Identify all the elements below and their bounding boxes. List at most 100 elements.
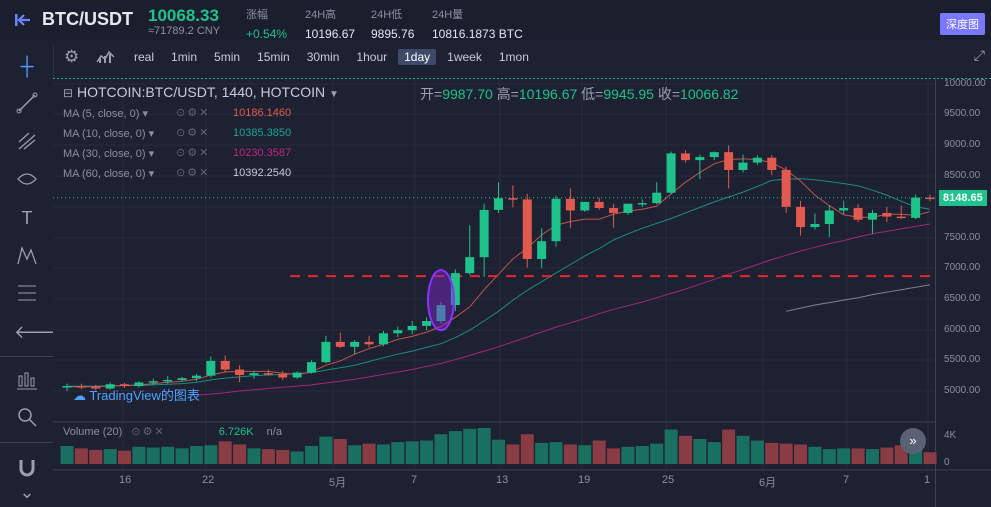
ma-controls-icon[interactable]: ⊙⚙✕ — [176, 107, 211, 119]
arrow-left-icon[interactable]: 🡐 — [14, 322, 63, 342]
gear-icon[interactable]: ⚙ — [64, 47, 80, 66]
volume-label: Volume (20) — [63, 426, 123, 438]
cloud-icon: ☁ — [73, 388, 86, 403]
ma-controls-icon[interactable]: ⊙⚙✕ — [176, 147, 211, 159]
candle-body — [263, 373, 273, 375]
pitchfork-icon[interactable] — [14, 130, 40, 154]
interval-1hour[interactable]: 1hour — [356, 50, 388, 64]
interval-list: real 1min 5min 15min 30min 1hour 1day 1week 1mon — [128, 48, 540, 66]
volume-bar — [707, 442, 721, 464]
candle-body — [494, 198, 503, 210]
price-chart[interactable] — [53, 78, 991, 507]
volume-bar — [175, 448, 189, 464]
zoom-icon[interactable] — [14, 406, 40, 430]
pair-title: BTC/USDT — [42, 9, 133, 29]
pattern-icon[interactable] — [14, 244, 40, 268]
volume-controls-icon[interactable]: ⊙⚙✕ — [131, 426, 166, 438]
candle-body — [148, 381, 158, 383]
interval-1mon[interactable]: 1mon — [498, 50, 529, 64]
volume-bar — [664, 429, 678, 464]
time-tick: 6月 — [759, 477, 777, 489]
ma-controls-icon[interactable]: ⊙⚙✕ — [176, 167, 211, 179]
volume-value: 10816.1873 BTC — [432, 27, 523, 41]
price-tick: 6000.00 — [944, 324, 981, 335]
collapse-icon[interactable]: ⊟ — [63, 86, 74, 100]
volume-bar — [678, 435, 692, 464]
candle-body — [422, 321, 432, 326]
time-tick: 25 — [662, 474, 675, 486]
price-tick: 9000.00 — [944, 139, 981, 150]
interval-1day[interactable]: 1day — [398, 49, 437, 65]
candle-body — [810, 223, 820, 228]
candle-body — [407, 325, 417, 331]
ma30-legend[interactable]: MA (30, close, 0) ▾ ⊙⚙✕ 10230.3587 — [63, 147, 292, 160]
volume-bar — [189, 446, 203, 464]
drawing-toolbar: ┼ T 🡐 ⌄ — [0, 44, 63, 507]
interval-5min[interactable]: 5min — [214, 50, 241, 64]
interval-real[interactable]: real — [134, 50, 155, 64]
volume-bar — [319, 436, 333, 464]
time-tick: 5月 — [329, 477, 347, 489]
high-label: 高= — [496, 86, 519, 102]
candle-body — [537, 241, 547, 259]
low-value: 9945.95 — [603, 86, 654, 102]
volume-bar — [420, 440, 434, 464]
candle-body — [522, 199, 532, 259]
chevron-down-icon[interactable]: ▼ — [329, 89, 339, 100]
ma-label: MA (60, close, 0) — [63, 168, 146, 180]
time-tick: 7 — [843, 474, 850, 486]
fib-icon[interactable] — [14, 282, 40, 306]
volume-bar — [750, 440, 764, 464]
volume-bar — [794, 444, 808, 464]
trendline-icon[interactable] — [14, 92, 40, 116]
volume-bar — [549, 442, 563, 464]
candle-body — [695, 157, 705, 161]
candle-body — [709, 152, 719, 158]
depth-chart-button[interactable]: 深度图 — [940, 13, 985, 35]
chevron-down-icon[interactable]: ⌄ — [19, 482, 35, 502]
candle-body — [911, 197, 921, 218]
interval-15min[interactable]: 15min — [257, 50, 290, 64]
volume-bar — [362, 443, 376, 464]
fullscreen-icon[interactable]: ⤢ — [973, 47, 985, 63]
back-arrow-icon[interactable] — [14, 12, 34, 28]
indicators-icon[interactable] — [96, 48, 116, 64]
candle-body — [925, 197, 935, 200]
candle-body — [609, 208, 619, 213]
volume-bar — [161, 446, 175, 464]
price-tick: 7500.00 — [944, 232, 981, 243]
high-label: 24H高 — [305, 9, 337, 21]
ma10-legend[interactable]: MA (10, close, 0) ▾ ⊙⚙✕ 10385.3850 — [63, 127, 292, 140]
shape-icon[interactable] — [14, 168, 40, 192]
scroll-to-latest-button[interactable]: » — [900, 428, 926, 454]
text-tool-icon[interactable]: T — [21, 208, 33, 228]
magnet-icon[interactable] — [14, 456, 40, 480]
candle-body — [278, 373, 288, 378]
time-tick: 22 — [202, 474, 215, 486]
tradingview-watermark[interactable]: ☁ TradingView的图表 — [73, 385, 200, 404]
candle-body — [120, 384, 130, 387]
interval-30min[interactable]: 30min — [306, 50, 340, 64]
interval-1min[interactable]: 1min — [171, 50, 198, 64]
measure-icon[interactable] — [14, 370, 40, 394]
ma-controls-icon[interactable]: ⊙⚙✕ — [176, 127, 211, 139]
ma-value: 10392.2540 — [233, 167, 292, 179]
time-tick: 1 — [924, 474, 931, 486]
volume-bar — [880, 447, 894, 464]
volume-bar — [233, 444, 247, 464]
volume-bar — [89, 449, 103, 464]
candle-body — [479, 209, 489, 258]
ma60-legend[interactable]: MA (60, close, 0) ▾ ⊙⚙✕ 10392.2540 — [63, 167, 292, 180]
candle-body — [680, 153, 690, 161]
candle-body — [896, 216, 906, 219]
ma5-legend[interactable]: MA (5, close, 0) ▾ ⊙⚙✕ 10186.1460 — [63, 107, 292, 120]
volume-bar — [578, 445, 592, 464]
crosshair-icon[interactable]: ┼ — [20, 56, 34, 76]
volume-bar — [592, 440, 606, 464]
candle-body — [882, 212, 892, 217]
candle-body — [839, 208, 849, 211]
candle-body — [465, 257, 475, 274]
chart-toolbar: ⚙ real 1min 5min 15min 30min 1hour 1day 1week 1m… — [58, 44, 991, 68]
candle-body — [450, 273, 460, 306]
interval-1week[interactable]: 1week — [447, 50, 482, 64]
